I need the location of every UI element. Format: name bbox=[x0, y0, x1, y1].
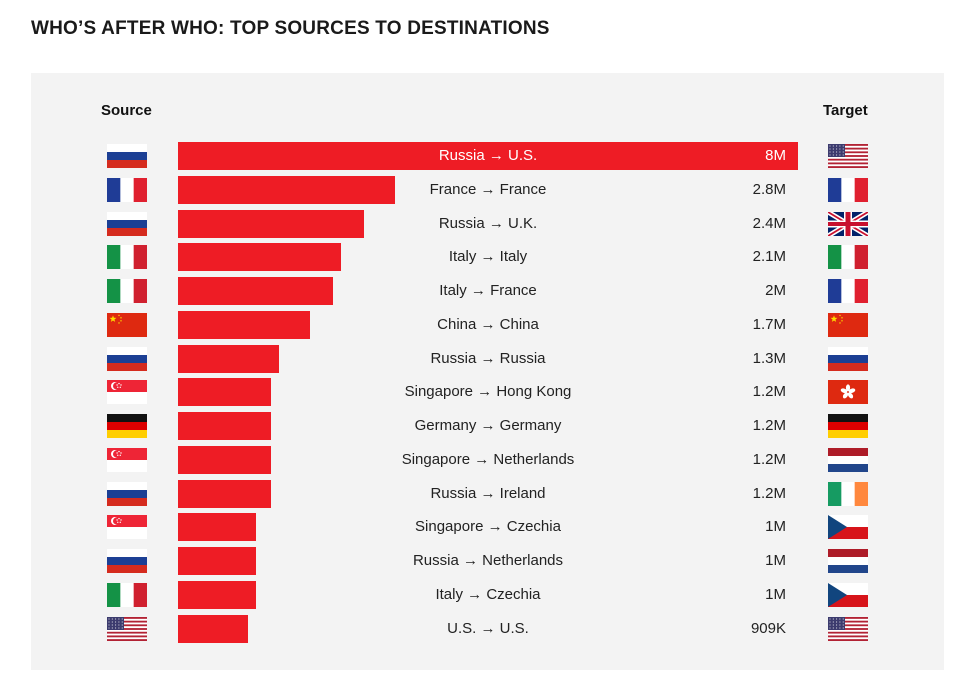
bar bbox=[178, 378, 271, 407]
france-flag-icon bbox=[828, 279, 868, 303]
bar-row: U.S. → U.S. 909K bbox=[0, 614, 978, 643]
bar-row: Russia → U.K. 2.4M bbox=[0, 209, 978, 238]
value-label: 1.2M bbox=[752, 450, 786, 468]
bar-row: Russia → Russia 1.3M bbox=[0, 344, 978, 373]
route-label: Russia → Russia bbox=[430, 349, 546, 367]
route-label: Singapore → Hong Kong bbox=[404, 383, 572, 401]
bar-row: Singapore → Czechia 1M bbox=[0, 513, 978, 542]
value-label: 1M bbox=[765, 518, 786, 536]
route-label: Russia → U.K. bbox=[438, 214, 538, 232]
russia-flag-icon bbox=[107, 346, 147, 371]
route-label: Russia → Ireland bbox=[430, 484, 546, 502]
route-label: Russia → U.S. bbox=[438, 147, 538, 164]
bar bbox=[178, 344, 279, 373]
bar-row: Russia → U.S. 8M bbox=[0, 142, 978, 170]
route-label: China → China bbox=[437, 315, 539, 333]
value-label: 2M bbox=[765, 282, 786, 299]
value-label: 1M bbox=[765, 552, 786, 569]
china-flag-icon bbox=[107, 312, 147, 337]
singapore-flag-icon bbox=[107, 380, 147, 405]
italy-flag-icon bbox=[107, 245, 147, 270]
bar bbox=[178, 580, 256, 609]
value-label: 8M bbox=[765, 147, 786, 164]
value-label: 909K bbox=[750, 619, 786, 637]
germany-flag-icon bbox=[828, 414, 868, 438]
route-label: Italy → Italy bbox=[448, 248, 528, 266]
bar bbox=[178, 142, 798, 170]
target-column-header: Target bbox=[823, 102, 868, 119]
bar-row: Russia → Ireland 1.2M bbox=[0, 479, 978, 508]
route-label: Russia → Netherlands bbox=[412, 552, 564, 569]
russia-flag-icon bbox=[107, 211, 147, 236]
italy-flag-icon bbox=[107, 279, 147, 303]
bar bbox=[178, 614, 249, 643]
france-flag-icon bbox=[107, 177, 147, 202]
bar bbox=[178, 479, 271, 508]
value-label: 2.1M bbox=[752, 248, 786, 266]
us-flag-icon bbox=[107, 616, 147, 641]
bar bbox=[178, 277, 333, 305]
italy-flag-icon bbox=[828, 245, 868, 270]
bar-row: France → France 2.8M bbox=[0, 175, 978, 204]
bar bbox=[178, 547, 256, 575]
bar bbox=[178, 209, 364, 238]
us-flag-icon bbox=[828, 144, 868, 168]
russia-flag-icon bbox=[107, 144, 147, 168]
value-label: 1.2M bbox=[752, 383, 786, 401]
czechia-flag-icon bbox=[828, 582, 868, 607]
germany-flag-icon bbox=[107, 414, 147, 438]
bar-row: Germany → Germany 1.2M bbox=[0, 412, 978, 440]
route-label: Singapore → Czechia bbox=[415, 518, 561, 536]
value-label: 2.8M bbox=[752, 180, 786, 198]
page-title: WHO’S AFTER WHO: TOP SOURCES TO DESTINAT… bbox=[31, 18, 550, 39]
bar-row: Russia → Netherlands 1M bbox=[0, 547, 978, 575]
bar bbox=[178, 412, 271, 440]
value-label: 2.4M bbox=[752, 214, 786, 232]
bar bbox=[178, 445, 271, 474]
uk-flag-icon bbox=[828, 211, 868, 236]
czechia-flag-icon bbox=[828, 515, 868, 540]
bar-row: Singapore → Hong Kong 1.2M bbox=[0, 378, 978, 407]
route-label: Singapore → Netherlands bbox=[401, 450, 575, 468]
netherlands-flag-icon bbox=[828, 549, 868, 573]
ireland-flag-icon bbox=[828, 481, 868, 506]
bar-row: Italy → Italy 2.1M bbox=[0, 243, 978, 272]
bar-row: China → China 1.7M bbox=[0, 310, 978, 339]
bar bbox=[178, 175, 395, 204]
value-label: 1.7M bbox=[752, 315, 786, 333]
singapore-flag-icon bbox=[107, 447, 147, 472]
china-flag-icon bbox=[828, 312, 868, 337]
singapore-flag-icon bbox=[107, 515, 147, 540]
hong-kong-flag-icon bbox=[828, 380, 868, 405]
bar bbox=[178, 513, 256, 542]
route-label: Italy → Czechia bbox=[435, 585, 541, 603]
value-label: 1M bbox=[765, 585, 786, 603]
bar-row: Singapore → Netherlands 1.2M bbox=[0, 445, 978, 474]
italy-flag-icon bbox=[107, 582, 147, 607]
source-column-header: Source bbox=[101, 102, 152, 119]
bar bbox=[178, 310, 310, 339]
value-label: 1.2M bbox=[752, 484, 786, 502]
route-label: Germany → Germany bbox=[414, 417, 562, 434]
value-label: 1.2M bbox=[752, 417, 786, 434]
russia-flag-icon bbox=[107, 549, 147, 573]
route-label: France → France bbox=[429, 180, 547, 198]
russia-flag-icon bbox=[828, 346, 868, 371]
bar-row: Italy → Czechia 1M bbox=[0, 580, 978, 609]
russia-flag-icon bbox=[107, 481, 147, 506]
bar bbox=[178, 243, 341, 272]
value-label: 1.3M bbox=[752, 349, 786, 367]
netherlands-flag-icon bbox=[828, 447, 868, 472]
route-label: Italy → France bbox=[439, 282, 537, 299]
route-label: U.S. → U.S. bbox=[447, 619, 529, 637]
france-flag-icon bbox=[828, 177, 868, 202]
us-flag-icon bbox=[828, 616, 868, 641]
bar-row: Italy → France 2M bbox=[0, 277, 978, 305]
